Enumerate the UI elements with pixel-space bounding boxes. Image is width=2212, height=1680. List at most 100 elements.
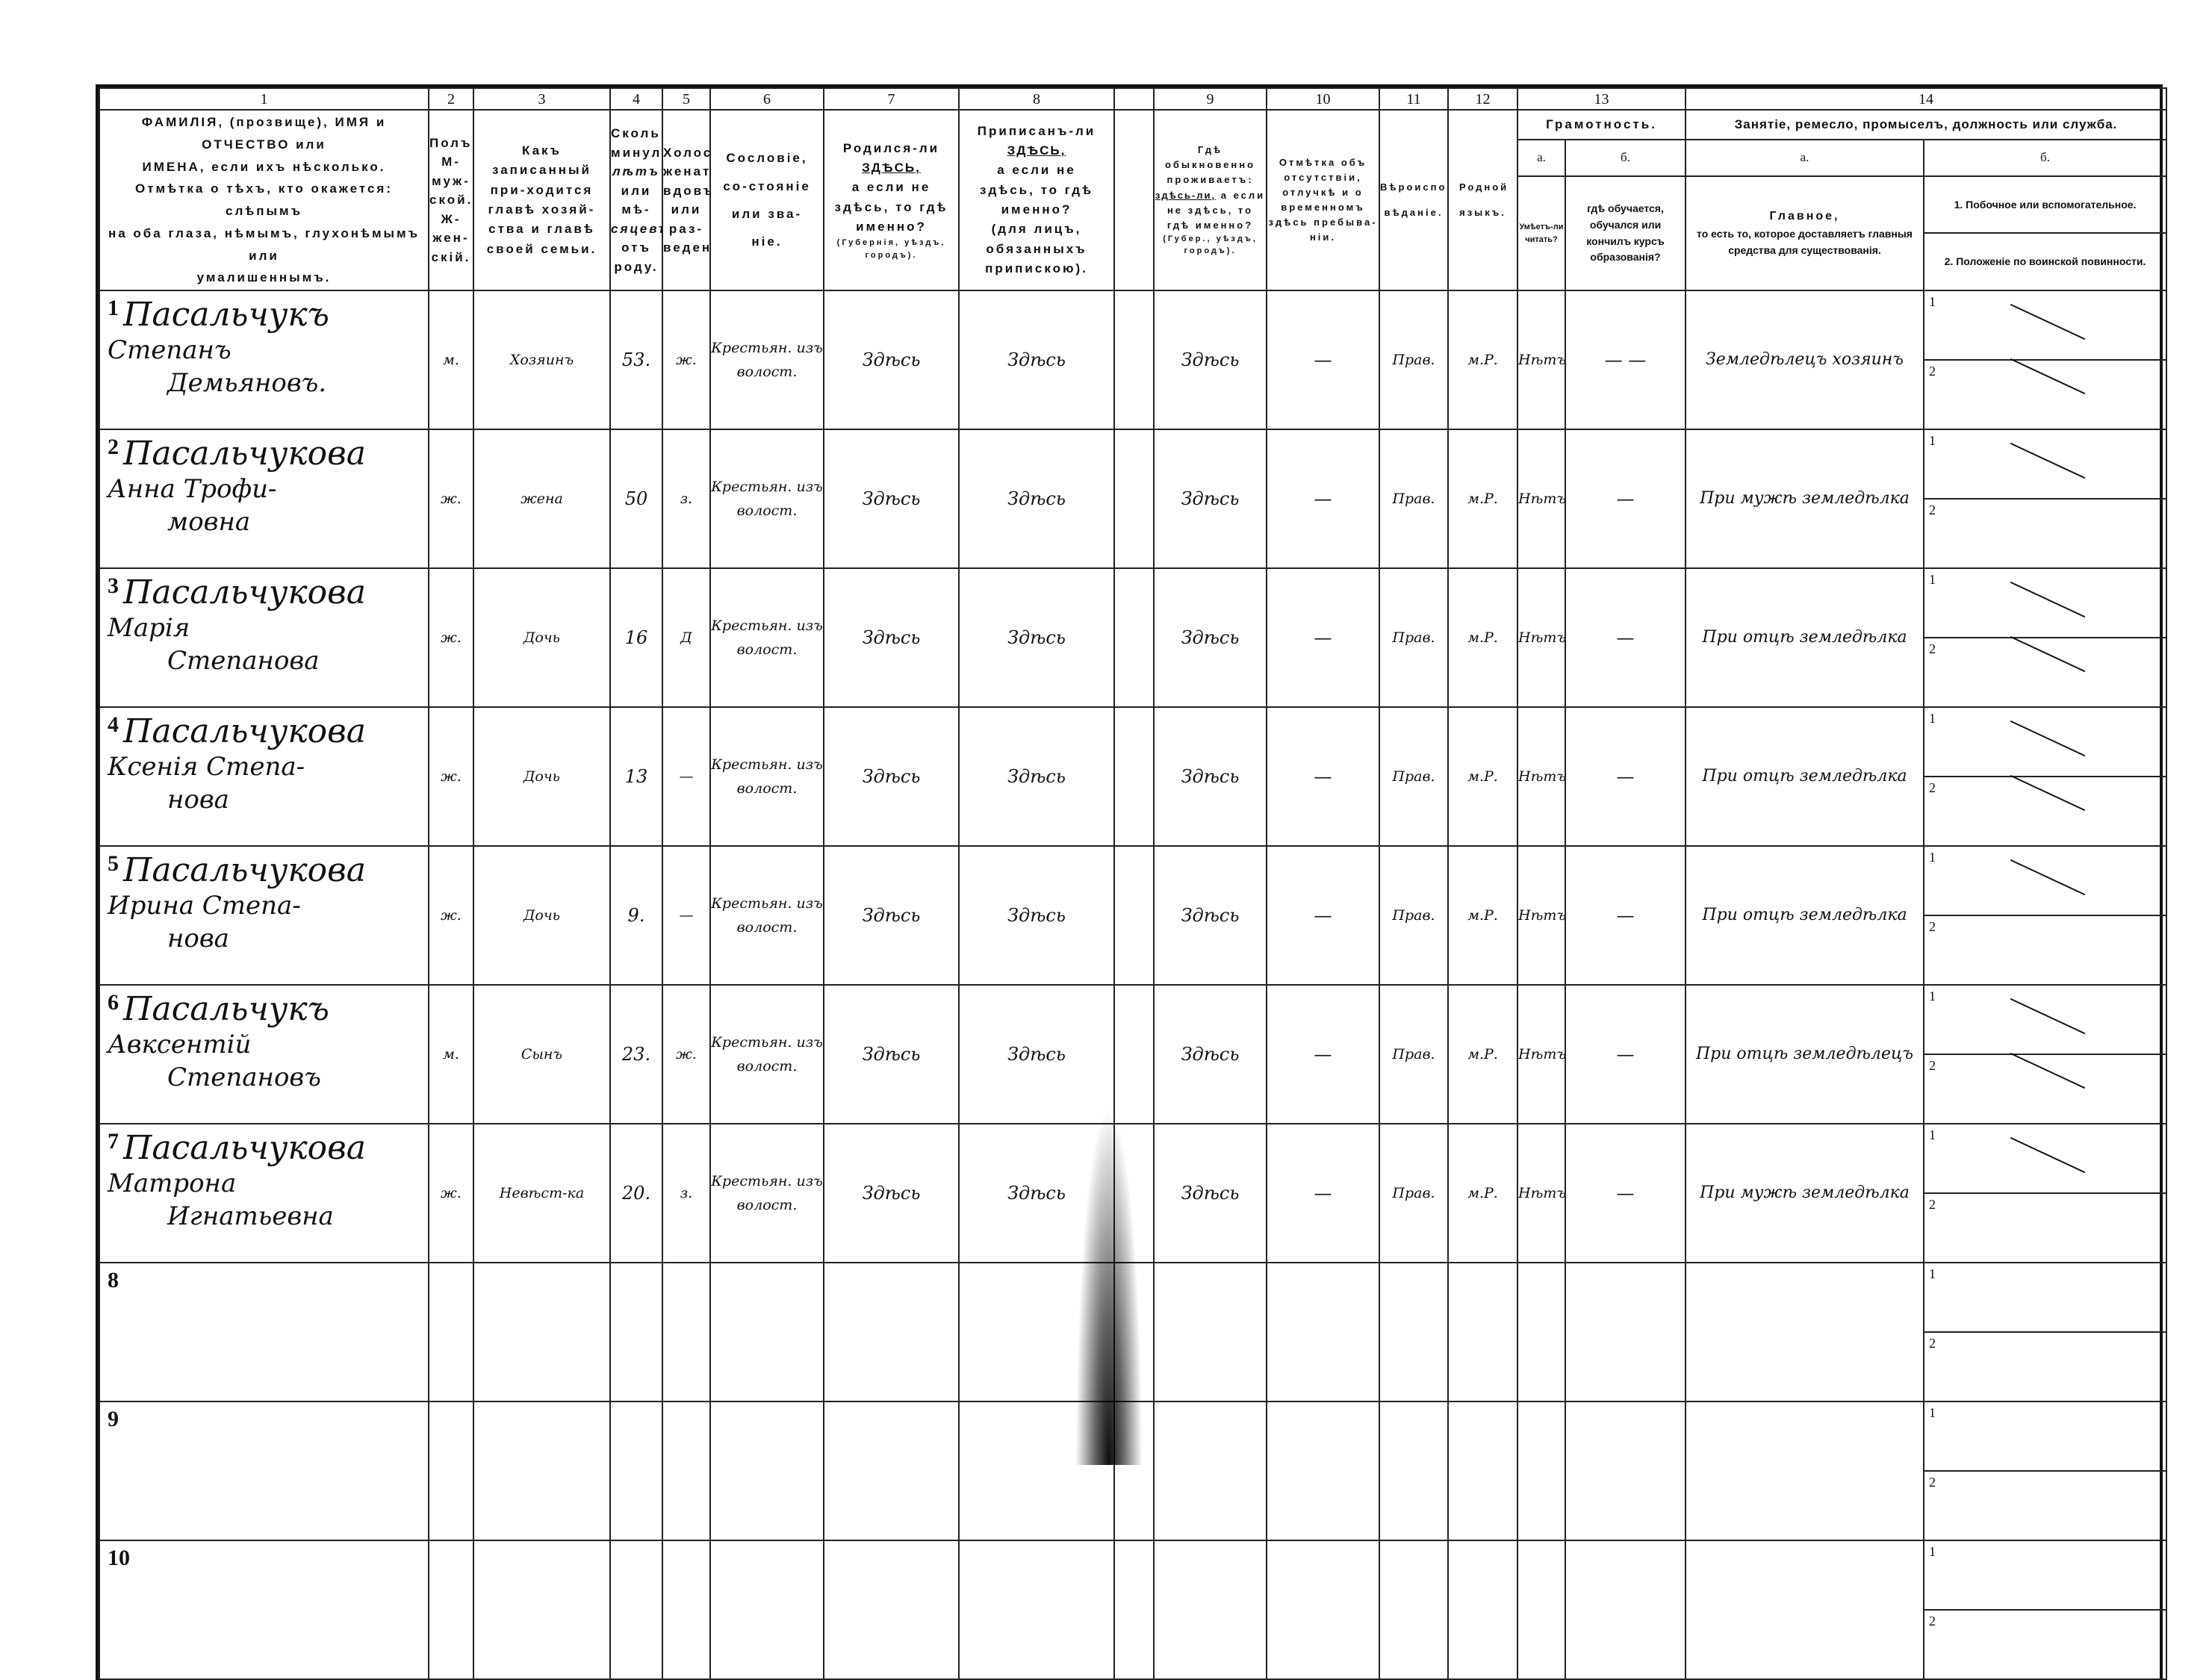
sub-label: 2 xyxy=(1929,1197,1936,1212)
cell-relation: Сынъ xyxy=(473,984,611,1124)
cell-sex xyxy=(428,1262,474,1402)
cell-language: м.Р. xyxy=(1447,567,1518,708)
cell-education: — xyxy=(1565,845,1686,986)
subcell-secondary: 1 xyxy=(1925,986,2165,1054)
cell-religion: Прав. xyxy=(1379,845,1449,986)
row-number: 9 xyxy=(108,1407,119,1431)
header-line: Сколько минуло xyxy=(611,126,662,160)
cell-registration: Здѣсь xyxy=(958,845,1115,986)
cell-registration: Здѣсь xyxy=(958,1123,1115,1263)
subcell-military: 2 xyxy=(1925,498,2165,567)
cell-name: 8 xyxy=(99,1262,429,1402)
header-absence: Отмѣтка объ отсутствіи, отлучкѣ и о врем… xyxy=(1266,109,1380,291)
table-row: 10 1 2 xyxy=(99,1540,2167,1680)
cell-birthplace: Здѣсь xyxy=(823,290,960,430)
header-line: отъ роду. xyxy=(614,240,659,274)
cell-sex xyxy=(428,1401,474,1541)
header-line: Приписанъ-ли xyxy=(977,123,1096,138)
cell-birthplace xyxy=(823,1540,960,1680)
header-sub-b: б. xyxy=(1923,139,2167,177)
cell-name: 2 Пасальчукова Анна Трофи-мовна xyxy=(99,429,429,569)
header-line: Полъ. xyxy=(429,135,473,150)
sub-label: 1 xyxy=(1929,1544,1936,1559)
subcell-secondary: 1 xyxy=(1925,570,2165,637)
cell-absence: — xyxy=(1266,706,1380,847)
cell-sex: ж. xyxy=(428,706,474,847)
subcell-secondary: 1 xyxy=(1925,292,2165,359)
given-name-line: Авксентій xyxy=(108,1030,252,1060)
cell-age: 20. xyxy=(609,1123,663,1263)
table-row: 2 Пасальчукова Анна Трофи-мовна ж. жена 50 з. К… xyxy=(99,429,2167,569)
table-row: 6 Пасальчукъ Авксентій Степановъ м. Сынъ 23. ж.… xyxy=(99,984,2167,1124)
header-line: М-муж-ской. xyxy=(429,155,473,208)
dash-mark xyxy=(2010,358,2086,395)
dash-mark xyxy=(2010,303,2086,340)
sub-label: 2 xyxy=(1929,1058,1936,1073)
header-line: (Губернія, уѣздъ, городъ). xyxy=(836,238,946,260)
cell-sex xyxy=(428,1540,474,1680)
cell-religion xyxy=(1379,1540,1449,1680)
cell-education: — xyxy=(1565,429,1686,569)
sub-label: 2 xyxy=(1929,919,1936,934)
given-name-line: Матрона xyxy=(108,1169,237,1198)
header-line: (для лицъ, обязанныхъ припискою). xyxy=(985,222,1088,276)
header-emphasis: здѣсь-ли, xyxy=(1155,189,1217,201)
cell-age: 23. xyxy=(609,984,663,1124)
cell-language: м.Р. xyxy=(1447,984,1518,1124)
header-line: Ж-жен-скій. xyxy=(431,211,471,264)
cell-birthplace: Здѣсь xyxy=(823,984,960,1124)
sub-label: 1 xyxy=(1929,1405,1936,1420)
subcell-secondary: 1 xyxy=(1925,1264,2165,1331)
col-number: 7 xyxy=(823,87,960,111)
cell-occupation: При отцѣ земледѣлка xyxy=(1685,706,1924,847)
cell-residence xyxy=(1153,1540,1267,1680)
cell-residence: Здѣсь xyxy=(1153,706,1267,847)
cell-sex: ж. xyxy=(428,429,474,569)
cell-age xyxy=(609,1540,663,1680)
cell-religion xyxy=(1379,1262,1449,1402)
cell-education: — xyxy=(1565,1123,1686,1263)
header-estate: Сословіе, со-стояніе или зва-ніе. xyxy=(709,109,824,291)
col-number: 14 xyxy=(1685,87,2167,111)
col-number: 9 xyxy=(1153,87,1267,111)
header-line: то есть то, которое доставляетъ главныя … xyxy=(1697,228,1913,256)
header-line: а если не здѣсь, то гдѣ именно? xyxy=(834,180,948,234)
sub-label: 1 xyxy=(1929,1266,1936,1281)
cell-marital xyxy=(662,1540,711,1680)
cell-fold xyxy=(1113,706,1155,847)
cell-religion: Прав. xyxy=(1379,567,1449,708)
cell-birthplace xyxy=(823,1401,960,1541)
cell-sex: ж. xyxy=(428,845,474,986)
sub-label: 2 xyxy=(1929,364,1936,379)
cell-relation: Дочь xyxy=(473,706,611,847)
given-name-line: Марія xyxy=(108,613,190,643)
cell-birthplace: Здѣсь xyxy=(823,845,960,986)
table-row: 5 Пасальчукова Ирина Степа-нова ж. Дочь 9. — Кр… xyxy=(99,845,2167,986)
header-line: (Губер., уѣздъ, городъ). xyxy=(1163,234,1258,256)
cell-religion: Прав. xyxy=(1379,984,1449,1124)
cell-age: 50 xyxy=(609,429,663,569)
cell-birthplace: Здѣсь xyxy=(823,567,960,708)
cell-registration: Здѣсь xyxy=(958,429,1115,569)
cell-absence: — xyxy=(1266,845,1380,986)
column-number-row: 1 2 3 4 5 6 7 8 9 10 11 12 13 14 xyxy=(99,87,2167,111)
cell-estate: Крестьян. изъ волост. xyxy=(709,567,824,708)
header-line: 2. Положеніе по воинской повинности. xyxy=(1944,255,2146,267)
cell-education xyxy=(1565,1401,1686,1541)
cell-occupation: При мужѣ земледѣлка xyxy=(1685,1123,1924,1263)
header-religion: Вѣроиспо-вѣданіе. xyxy=(1379,109,1449,291)
dash-mark xyxy=(2010,998,2086,1035)
sub-label: 1 xyxy=(1929,989,1936,1004)
cell-estate: Крестьян. изъ волост. xyxy=(709,1123,824,1263)
subcell-military: 2 xyxy=(1925,1609,2165,1678)
header-line: Родился-ли xyxy=(842,140,940,155)
table-row: 1 Пасальчукъ Степанъ Демьяновъ. м. Хозяинъ 53.… xyxy=(99,290,2167,430)
cell-registration xyxy=(958,1401,1115,1541)
header-age: Сколько минуло лѣтъ или мѣ- сяцевъ отъ р… xyxy=(609,109,663,291)
surname: Пасальчукова xyxy=(123,573,366,612)
cell-registration xyxy=(958,1262,1115,1402)
given-name-line: Игнатьевна xyxy=(167,1201,334,1232)
